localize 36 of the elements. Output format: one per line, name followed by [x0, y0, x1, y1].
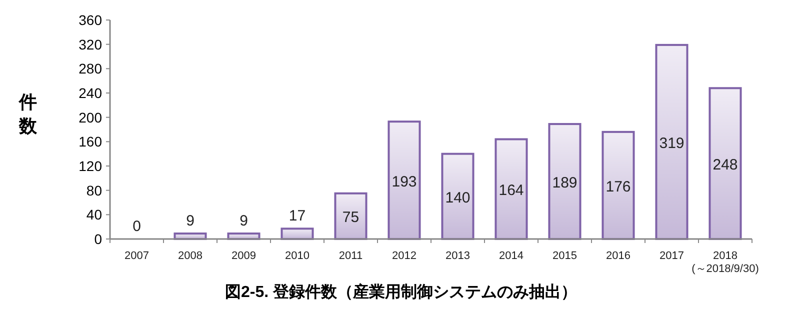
y-tick-label: 80: [86, 182, 102, 198]
y-axis-title: 件数: [18, 92, 38, 136]
y-tick-label: 240: [78, 85, 102, 101]
x-tick-label: 2007: [124, 250, 149, 262]
x-tick-label: 2015: [552, 250, 577, 262]
x-tick-label: 2017: [660, 250, 684, 262]
data-label: 9: [186, 212, 194, 230]
x-tick-label: 2016: [606, 250, 630, 262]
x-tick-label: 2018 (～2018/9/30): [692, 250, 759, 275]
data-label: 176: [606, 178, 631, 196]
x-tick-label: 2013: [446, 250, 470, 262]
y-tick-label: 200: [78, 109, 102, 126]
data-label: 140: [445, 189, 470, 206]
data-label: 75: [342, 209, 360, 226]
y-tick-label: 120: [78, 158, 102, 174]
data-label: 193: [392, 173, 417, 190]
y-tick-label: 280: [78, 60, 102, 77]
x-tick-label: 2010: [285, 250, 310, 262]
x-tick-label: 2008: [178, 250, 202, 262]
text: 図2-5. 登録件数（産業用制御システムのみ抽出）: [224, 282, 578, 301]
y-tick-label: 0: [94, 231, 102, 247]
data-label: 164: [498, 182, 524, 200]
x-tick-label: 2014: [499, 250, 524, 262]
data-label: 0: [132, 218, 141, 235]
x-tick-label: 2011: [338, 250, 363, 262]
data-label: 248: [712, 156, 738, 174]
x-tick-label: 2009: [232, 250, 256, 262]
y-tick-label: 40: [86, 206, 102, 223]
data-label: 189: [552, 174, 578, 192]
y-tick-label: 160: [78, 134, 102, 150]
y-tick-label: 320: [78, 36, 102, 52]
data-label: 17: [288, 208, 306, 225]
data-label: 9: [240, 212, 248, 230]
x-tick-label: 2012: [392, 250, 416, 262]
data-label: 319: [659, 134, 684, 152]
y-tick-label: 360: [78, 12, 102, 28]
